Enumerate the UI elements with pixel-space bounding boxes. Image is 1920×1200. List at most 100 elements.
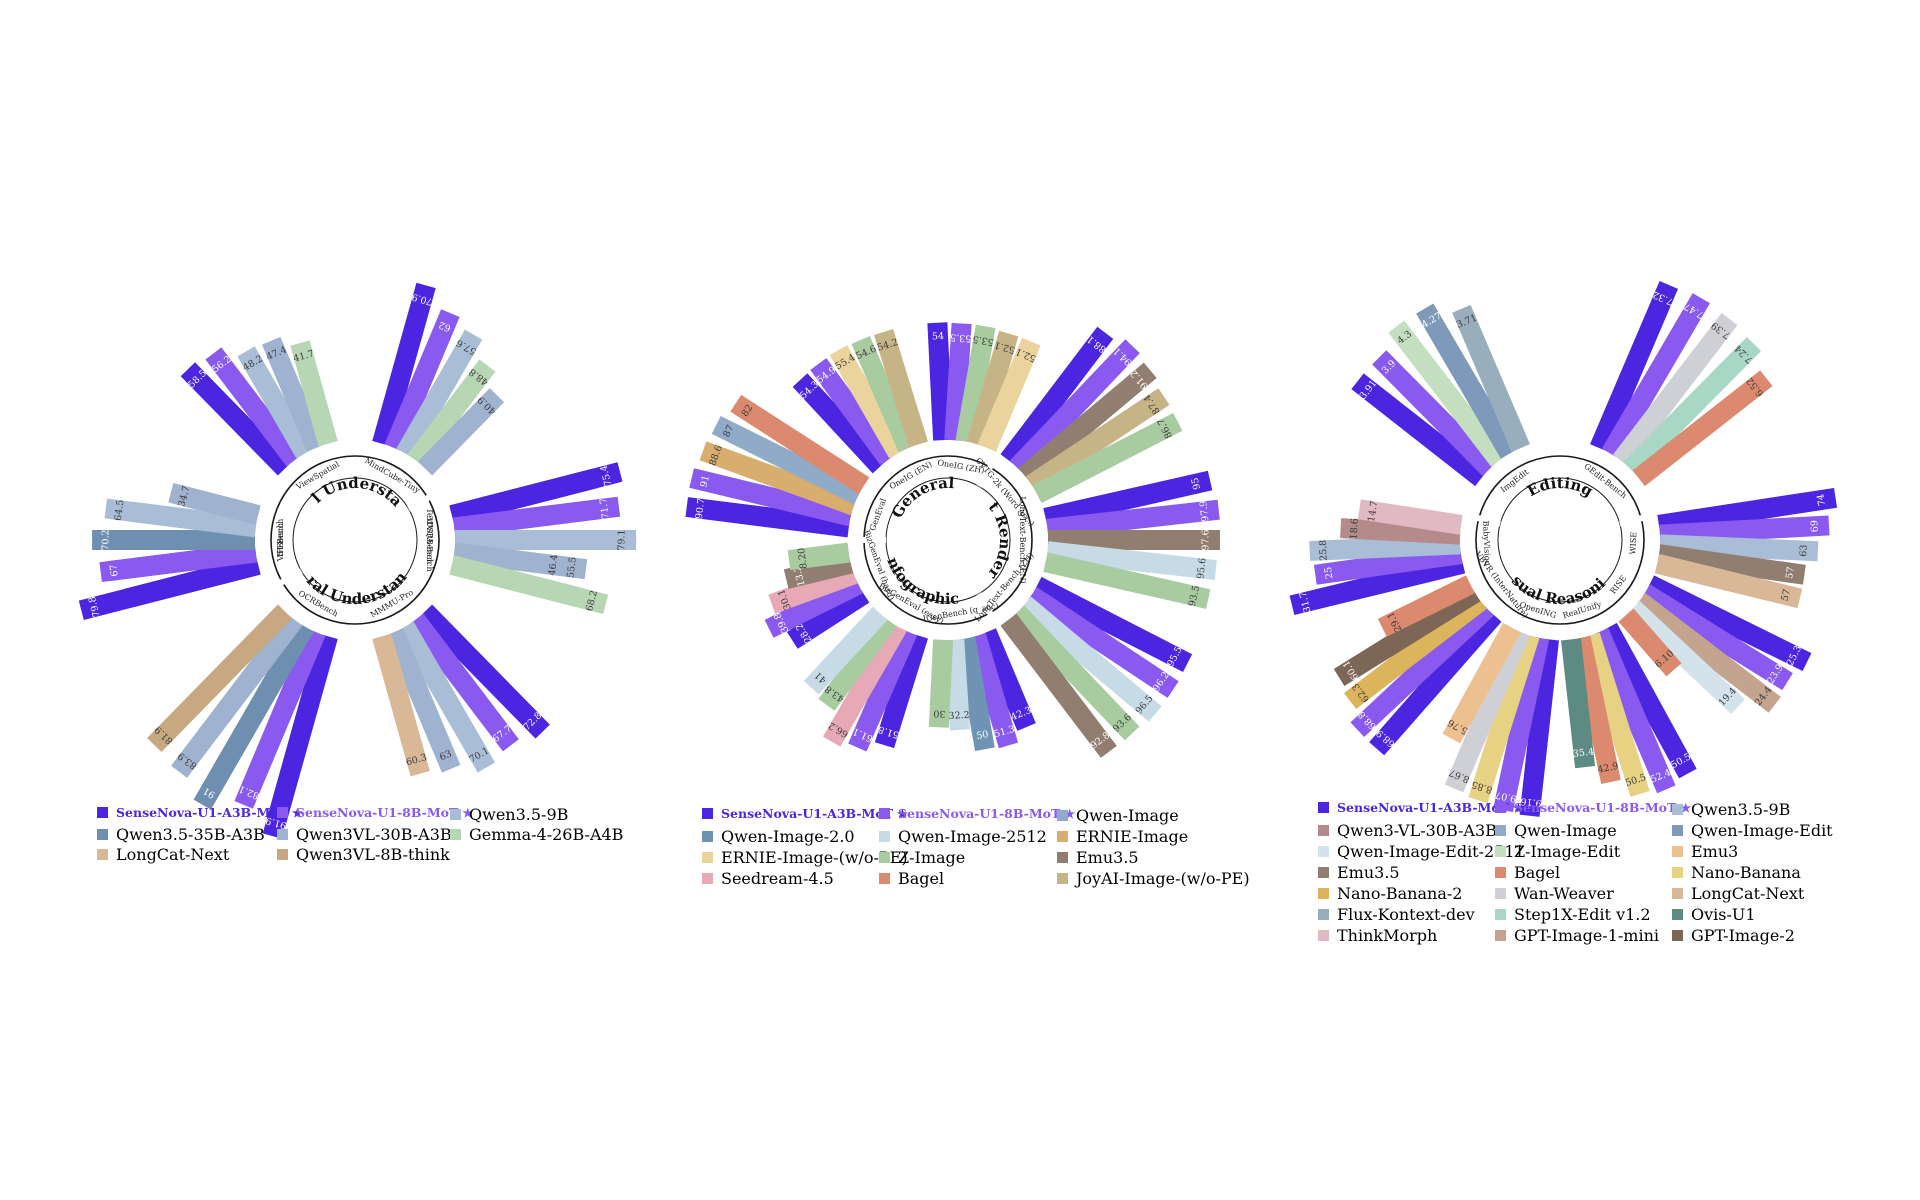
legend-swatch (1672, 846, 1683, 857)
section-title-spatial-understanding: Spatial Understanding (0, 0, 406, 510)
bar-rect (1357, 499, 1463, 535)
bar-longtext-bench-zh-z-image: 93.6 (1009, 605, 1140, 741)
legend-swatch (1057, 810, 1068, 821)
legend-swatch (97, 829, 108, 840)
legend-swatch (1495, 909, 1506, 920)
bar-viewspatial-sensenova-u1-a3b-mot: 58.5 (180, 362, 293, 476)
legend-swatch (1672, 804, 1683, 815)
bar-bizgeneval-hard-sensenova-u1-8b-mot: 39.8 (764, 575, 863, 638)
bar-oneig-en-sensenova-u1-a3b-mot: 54.3 (792, 373, 888, 474)
bar-bizgeneval-easy-sensenova-u1-8b-mot: 61.1 (848, 627, 918, 752)
bar-viewspatial-gemma-4-26b-a4b: 41.7 (290, 340, 338, 447)
section-gap (277, 568, 303, 587)
legend-label: Flux-Kontext-dev (1337, 905, 1475, 924)
bar-rect (874, 632, 928, 749)
bar-ifbench-qwen3-5-9b: 64.5 (104, 498, 258, 538)
benchmark-label-imgedit: ImgEdit (1499, 467, 1531, 494)
legend-item-qwen3vl-8b-think: Qwen3VL-8B-think (277, 845, 450, 864)
bar-cvtg-2k-word-acc-sensenova-u1-a3b-mot: 88.1 (1000, 326, 1114, 467)
bar-imgedit-z-image-edit: 4.3 (1388, 320, 1508, 467)
bar-rect (1632, 370, 1773, 487)
legend-swatch (1672, 930, 1683, 941)
bar-value-label: 31.7 (1298, 590, 1314, 613)
bar-vbvr-internature-nano-banana-2: 62.3 (1343, 592, 1487, 710)
bar-value-label: 9.07 (1494, 789, 1517, 804)
bar-bizgeneval-hard-z-image: 8.20 (787, 542, 851, 571)
legend-label: Ovis-U1 (1691, 905, 1756, 924)
bar-rise-sensenova-u1-8b-mot: 23.9 (1639, 584, 1793, 691)
bar-value-label: 42.9 (1597, 761, 1620, 776)
bar-textvqa-bench-sensenova-u1-8b-mot: 71.7 (452, 496, 621, 538)
bar-rect (1000, 613, 1117, 758)
legend-item-z-image-edit: Z-Image-Edit (1495, 842, 1620, 861)
bar-rect (417, 604, 550, 739)
bar-rise-qwen-image-edit-2511: 19.4 (1626, 601, 1745, 714)
bar-rect (1018, 596, 1162, 722)
bar-mindcube-tiny-sensenova-u1-a3b-mot: 70.9 (372, 282, 436, 447)
legend-label: Qwen3.5-9B (469, 805, 569, 824)
bar-value-label: 79.8 (87, 595, 103, 618)
bar-vbvr-internature-gpt-image-2: 60.1 (1333, 584, 1481, 686)
legend-swatch (1057, 831, 1068, 842)
bar-value-label: 67 (108, 564, 120, 577)
bar-rect (92, 530, 255, 550)
bar-longtext-bench-zh-qwen-image-2512: 96.5 (1018, 596, 1162, 722)
star-icon: ★ (897, 806, 908, 821)
legend-label: SenseNova-U1-A3B-MoT (1337, 800, 1510, 815)
bar-rect (1350, 601, 1494, 737)
legend-label: Step1X-Edit v1.2 (1514, 905, 1651, 924)
legend-label: Emu3.5 (1337, 863, 1400, 882)
legend-swatch (702, 808, 713, 819)
bar-value-label: 64.5 (113, 499, 127, 521)
legend-swatch (1672, 825, 1683, 836)
bar-value-label: 90.7 (694, 498, 708, 520)
bar-value-label: 71.7 (598, 497, 612, 519)
bar-rect (689, 468, 854, 527)
bar-rect (1590, 281, 1678, 452)
bar-mmmu-pro-sensenova-u1-8b-mot: 67.7 (407, 613, 519, 752)
bar-rect (1377, 575, 1475, 637)
bar-value-label: 57 (1779, 588, 1793, 602)
bar-value-label: 57 (1784, 566, 1797, 580)
legend-label: Qwen-Image-2512 (898, 827, 1047, 846)
bar-rect (1388, 320, 1508, 467)
bar-rect (1043, 552, 1211, 609)
star-icon: ★ (1513, 800, 1524, 815)
legend-item-emu3-5: Emu3.5 (1057, 848, 1139, 867)
legend-swatch (879, 852, 890, 863)
bar-oneig-en-sensenova-u1-8b-mot: 54.9 (810, 358, 897, 466)
bar-igenbench-q-acc-sensenova-u1-a3b-mot: 42.3 (977, 628, 1036, 731)
bar-value-label: 14.7 (1366, 500, 1380, 523)
bar-opening-nano-banana: 8.85 (1468, 632, 1540, 804)
bar-geneval-ernie-image: 88.6 (699, 441, 858, 516)
legend-label: Emu3 (1691, 842, 1739, 861)
star-icon: ★ (1064, 806, 1076, 821)
legend-label: Bagel (1514, 863, 1561, 882)
legend-swatch (1672, 888, 1683, 899)
legend-item-longcat-next: LongCat-Next (97, 845, 229, 864)
benchmark-label-babyvision: BabyVision (1481, 520, 1492, 565)
legend-label: Z-Image (898, 848, 966, 867)
legend-swatch (879, 831, 890, 842)
bar-longtext-bench-en-qwen-image-2512: 95.6 (1046, 541, 1217, 580)
star-icon: ★ (292, 805, 303, 820)
bar-longtext-bench-zh-emu3-5: 92.8 (1000, 613, 1117, 758)
bar-rect (1618, 608, 1682, 677)
bar-value-label: 95 (1190, 476, 1203, 490)
bar-value-label: 68.2 (584, 589, 600, 612)
bar-geneval-sensenova-u1-a3b-mot: 90.7 (685, 497, 851, 538)
bar-rect (449, 555, 609, 615)
section-gap (407, 493, 433, 512)
bar-rect (237, 346, 314, 459)
benchmark-oneig-zh: OneIG (ZH)54 53.5 53.552.152.1 (927, 322, 1041, 475)
star-icon: ★ (462, 805, 474, 820)
legend-item-bagel: Bagel (879, 869, 944, 888)
bar-mmmu-pro-qwen3vl-30b-a3b: 63 (384, 628, 461, 773)
section-gap (976, 462, 995, 488)
bar-rect (1000, 326, 1114, 467)
bar-value-label: 9.16 (1520, 795, 1542, 808)
bar-rect (1046, 499, 1220, 539)
section-title-editing: Editing (1524, 474, 1596, 500)
legend-item-longcat-next: LongCat-Next (1672, 884, 1804, 903)
